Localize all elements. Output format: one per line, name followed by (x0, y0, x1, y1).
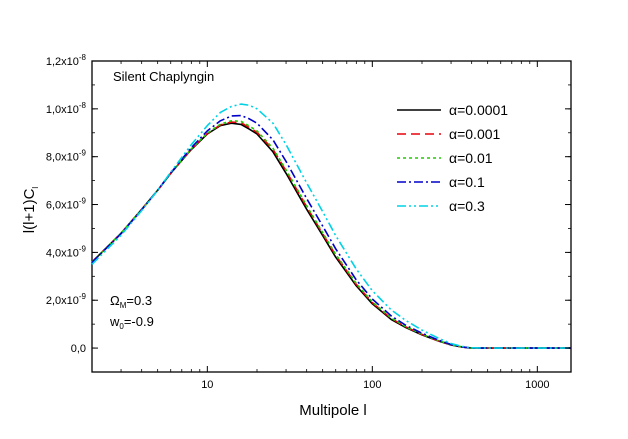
svg-text:l(l+1)Cl: l(l+1)Cl (21, 187, 40, 234)
y-tick-labels: 0,0 2,0x10-9 4,0x10-9 6,0x10-9 8,0x10-9 1,0x1… (46, 53, 87, 355)
y-axis-label-sub: l (31, 187, 40, 189)
chart-title: Silent Chaplyngin (113, 69, 214, 84)
y-tick-label-3: 6,0x10-9 (46, 197, 87, 212)
y-tick-label-0: 0,0 (71, 343, 86, 355)
series-line-4 (91, 103, 571, 349)
series-line-1 (91, 121, 571, 349)
legend-label-4: α=0.3 (449, 198, 485, 214)
y-tick-label-2: 4,0x10-9 (46, 244, 87, 259)
legend-label-0: α=0.0001 (449, 102, 508, 118)
series-line-3 (91, 114, 571, 349)
y-axis-label-main: l(l+1)C (21, 188, 38, 233)
legend-label-3: α=0.1 (449, 174, 485, 190)
omega-annotation: ΩM=0.3 (110, 293, 152, 310)
series-line-2 (91, 120, 571, 349)
x-tick-label-0: 10 (201, 379, 213, 391)
omega-value: =0.3 (126, 293, 152, 308)
plot-area (91, 60, 572, 373)
x-tick-label-2: 1000 (525, 379, 549, 391)
y-tick-label-5: 1,0x10-8 (46, 101, 87, 116)
y-tick-label-4: 8,0x10-9 (46, 149, 87, 164)
curves-layer (91, 103, 571, 349)
svg-text:w0=-0.9: w0=-0.9 (109, 314, 154, 331)
y-tick-label-1: 2,0x10-9 (46, 292, 87, 307)
x-tick-labels: 10 100 1000 (201, 379, 549, 391)
w-symbol: w (109, 314, 120, 329)
w0-annotation: w0=-0.9 (109, 314, 154, 331)
y-axis-label: l(l+1)Cl (21, 187, 40, 234)
series-line-0 (91, 122, 571, 349)
ticks-layer (91, 60, 571, 373)
legend: α=0.0001 α=0.001 α=0.01 α=0.1 α=0.3 (397, 102, 508, 214)
legend-label-1: α=0.001 (449, 126, 501, 142)
w-subscript: 0 (119, 322, 124, 331)
legend-label-2: α=0.01 (449, 150, 493, 166)
x-axis-label: Multipole l (299, 402, 367, 419)
svg-text:ΩM=0.3: ΩM=0.3 (110, 293, 152, 310)
y-tick-label-6: 1,2x10-8 (46, 53, 87, 68)
plot-frame (91, 60, 572, 373)
x-tick-label-1: 100 (363, 379, 381, 391)
w-value: =-0.9 (124, 314, 154, 329)
omega-subscript: M (120, 301, 127, 310)
omega-symbol: Ω (110, 293, 120, 308)
